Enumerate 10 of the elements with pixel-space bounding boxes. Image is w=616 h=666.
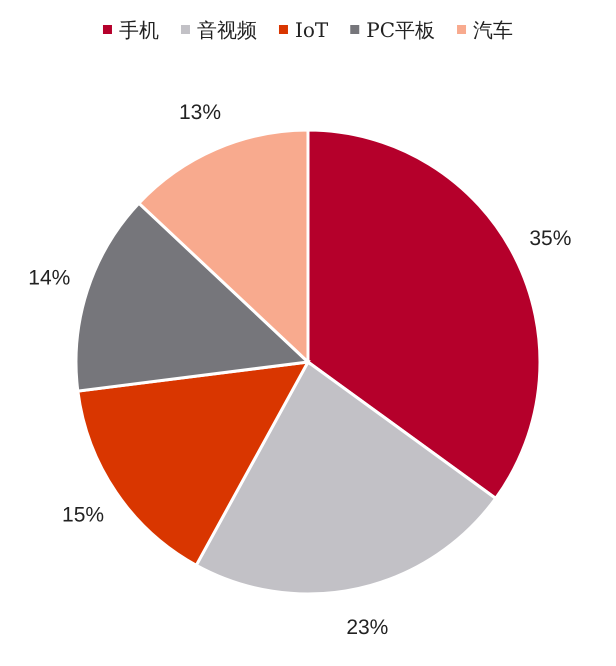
legend-label: 手机 [118, 18, 159, 42]
legend-label: IoT [294, 18, 329, 42]
legend-label: 汽车 [473, 18, 514, 42]
data-label: 35% [529, 227, 572, 250]
data-label: 23% [346, 616, 388, 639]
data-label: 15% [62, 503, 104, 526]
data-label: 14% [28, 266, 70, 290]
data-label: 13% [178, 100, 221, 124]
legend-label: 音视频 [196, 18, 257, 42]
legend-label: PC平板 [366, 18, 436, 42]
